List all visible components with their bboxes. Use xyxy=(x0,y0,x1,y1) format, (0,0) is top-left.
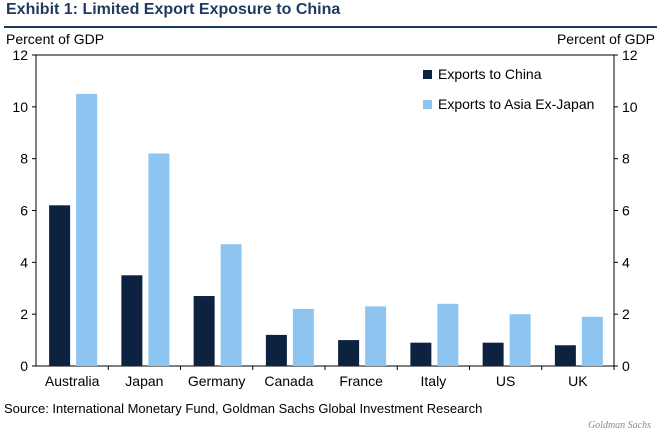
plot-frame xyxy=(32,54,618,370)
y-tick-label-right: 2 xyxy=(622,306,630,322)
y-tick-label-left: 8 xyxy=(20,151,28,167)
y-axis-label-left: Percent of GDP xyxy=(6,31,104,47)
brand-logo: Goldman Sachs xyxy=(587,420,651,431)
source-note: Source: International Monetary Fund, Gol… xyxy=(4,401,483,416)
bar-china-canada xyxy=(265,334,287,366)
x-tick-label: Japan xyxy=(125,373,163,389)
y-tick-label-left: 12 xyxy=(12,47,28,63)
bar-asia-ex-japan-canada xyxy=(292,308,314,366)
y-tick-label-left: 4 xyxy=(20,254,28,270)
x-tick-label: Italy xyxy=(421,373,447,389)
x-tick-label: Canada xyxy=(264,373,313,389)
legend-label: Exports to China xyxy=(438,66,542,82)
x-tick-label: Australia xyxy=(45,373,100,389)
x-tick-label: UK xyxy=(568,373,588,389)
bar-asia-ex-japan-italy xyxy=(437,303,459,366)
tick-labels: 0 0 2 2 4 4 6 6 8 8 10 10 12 12 Australia Japan Germany C… xyxy=(12,47,637,389)
bar-asia-ex-japan-france xyxy=(365,306,387,366)
bar-asia-ex-japan-germany xyxy=(220,244,242,366)
y-tick-label-left: 10 xyxy=(12,99,28,115)
bar-asia-ex-japan-us xyxy=(509,314,531,366)
exhibit-title: Exhibit 1: Limited Export Exposure to Ch… xyxy=(6,1,341,18)
bar-asia-ex-japan-uk xyxy=(581,316,603,366)
x-tick-label: France xyxy=(339,373,383,389)
legend-swatch xyxy=(423,70,432,79)
legend: Exports to China Exports to Asia Ex-Japan xyxy=(423,66,594,112)
y-tick-label-left: 2 xyxy=(20,306,28,322)
y-axis-label-right: Percent of GDP xyxy=(557,31,655,47)
x-tick-label: US xyxy=(496,373,515,389)
title-rule xyxy=(4,26,657,28)
y-tick-label-right: 6 xyxy=(622,203,630,219)
bar-asia-ex-japan-japan xyxy=(148,153,170,366)
bar-china-uk xyxy=(554,345,576,366)
legend-swatch xyxy=(423,100,432,109)
y-tick-label-right: 4 xyxy=(622,254,630,270)
bar-china-italy xyxy=(410,342,432,366)
bar-china-us xyxy=(482,342,504,366)
y-tick-label-right: 0 xyxy=(622,358,630,374)
y-tick-label-right: 8 xyxy=(622,151,630,167)
bar-asia-ex-japan-australia xyxy=(76,93,98,366)
x-tick-label: Germany xyxy=(188,373,246,389)
legend-label: Exports to Asia Ex-Japan xyxy=(438,96,594,112)
bars-group xyxy=(49,93,603,366)
y-tick-label-right: 12 xyxy=(622,47,638,63)
y-tick-label-left: 6 xyxy=(20,203,28,219)
bar-china-australia xyxy=(49,205,71,366)
bar-chart: Percent of GDP Percent of GDP 0 0 2 2 4 4 6 6 8 8… xyxy=(6,31,655,389)
bar-china-japan xyxy=(121,275,143,366)
y-tick-label-left: 0 xyxy=(20,358,28,374)
bar-china-germany xyxy=(193,296,215,366)
y-tick-label-right: 10 xyxy=(622,99,638,115)
bar-china-france xyxy=(338,340,360,366)
